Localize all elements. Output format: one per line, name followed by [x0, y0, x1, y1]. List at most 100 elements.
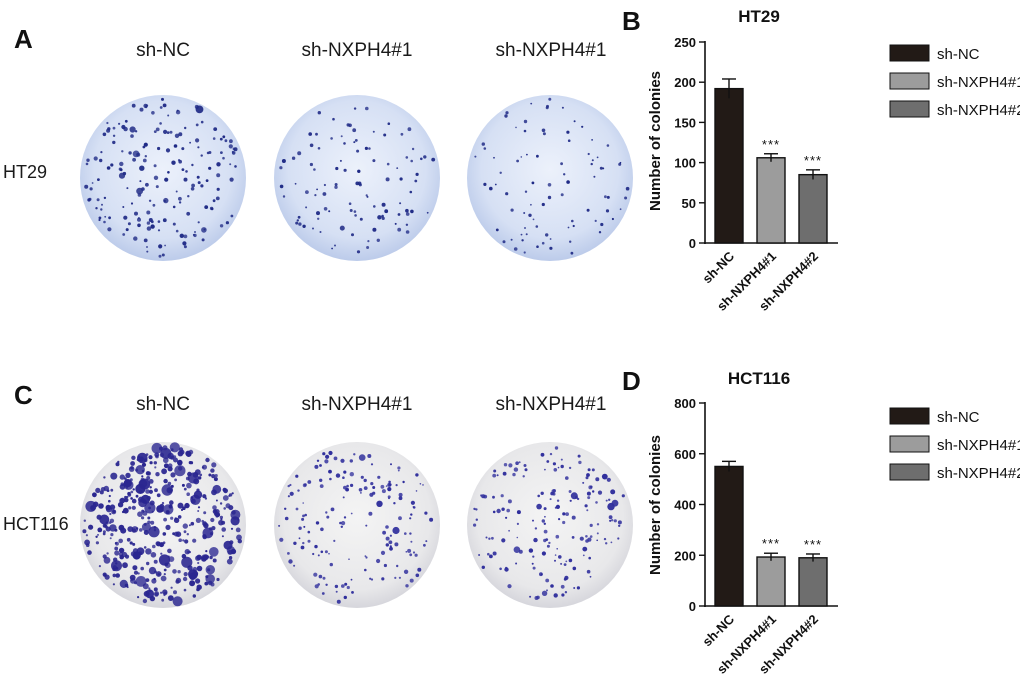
colony-dot: [586, 473, 590, 477]
colony-dot: [174, 478, 178, 482]
colony-dot: [148, 587, 151, 590]
colony-dot: [206, 555, 210, 559]
colony-dot: [100, 208, 103, 211]
colony-dot: [225, 503, 231, 509]
colony-dot: [154, 570, 157, 574]
colony-dot: [155, 454, 159, 459]
colony-dot: [516, 536, 519, 539]
colony-dot: [334, 584, 339, 589]
colony-dot: [304, 513, 308, 517]
chart-plot-area: 0200400600800sh-NC***sh-NXPH4#1***sh-NXP…: [674, 396, 838, 677]
colony-dot: [208, 166, 212, 170]
colony-dot: [172, 569, 177, 574]
significance-label: ***: [762, 137, 780, 152]
colony-dot: [346, 123, 350, 127]
colony-dot: [507, 584, 512, 589]
colony-dot: [503, 463, 508, 467]
colony-dot: [392, 526, 400, 535]
colony-dot: [591, 159, 594, 162]
colony-dot: [364, 146, 368, 150]
colony-dot: [183, 177, 188, 182]
colony-dot: [184, 502, 190, 509]
colony-dot: [97, 527, 103, 533]
colony-dot: [129, 541, 133, 545]
colony-dot: [584, 504, 588, 508]
colony-dot: [294, 182, 297, 185]
colony-dot: [124, 495, 127, 499]
colony-dot: [114, 550, 120, 556]
colony-dot: [578, 460, 582, 465]
colony-dot: [501, 538, 506, 543]
colony-dot: [348, 558, 350, 560]
colony-dot: [543, 522, 546, 525]
colony-dot: [370, 578, 374, 581]
colony-dot: [187, 551, 190, 554]
colony-dot: [182, 506, 186, 511]
colony-dot: [278, 524, 281, 527]
colony-dot: [284, 507, 287, 510]
colony-dot: [191, 163, 194, 167]
colony-dot: [431, 157, 436, 162]
colony-dot: [163, 568, 167, 572]
colony-dot: [101, 203, 103, 206]
y-tick-label: 200: [674, 75, 696, 90]
colony-dot: [523, 251, 526, 254]
colony-dot: [351, 591, 354, 594]
colony-dot: [397, 227, 402, 232]
colony-dot: [586, 491, 591, 496]
colony-dot: [512, 472, 516, 477]
colony-dot: [329, 562, 333, 567]
colony-dot: [485, 536, 488, 539]
colony-dot: [305, 206, 308, 209]
colony-dot: [150, 220, 154, 224]
colony-dot: [298, 222, 302, 226]
colony-dot: [112, 140, 116, 145]
colony-dot: [229, 540, 234, 545]
colony-dot: [212, 137, 216, 140]
legend-label: sh-NC: [937, 409, 980, 426]
colony-dot: [354, 139, 358, 142]
colony-dot: [188, 569, 198, 580]
colony-dot: [279, 537, 284, 542]
colony-dot: [320, 527, 324, 532]
colony-dot: [98, 218, 101, 222]
colony-dot: [606, 477, 611, 482]
colony-dot: [339, 521, 342, 525]
colony-dot: [429, 517, 434, 522]
colony-dot: [84, 539, 90, 546]
colony-dot: [114, 546, 119, 551]
colony-dot: [95, 535, 98, 538]
colony-dot: [515, 126, 517, 129]
colony-dot: [167, 481, 172, 486]
colony-dot: [200, 154, 203, 157]
colony-dot: [410, 513, 413, 516]
colony-dot: [513, 467, 519, 472]
colony-dot: [571, 536, 575, 539]
colony-dot: [287, 552, 290, 555]
colony-dot: [307, 480, 312, 484]
colony-dot: [211, 462, 217, 468]
colony-dot: [167, 548, 172, 554]
top-column-label-3: sh-NXPH4#1: [495, 40, 607, 61]
colony-dot: [376, 500, 383, 507]
colony-dot: [118, 547, 125, 554]
y-tick-label: 400: [674, 498, 696, 513]
colony-dot: [367, 240, 370, 243]
colony-dot: [543, 538, 547, 543]
colony-dot: [178, 447, 184, 452]
colony-dot: [102, 532, 106, 536]
colony-dot: [112, 573, 117, 578]
colony-dot: [109, 537, 112, 540]
colony-dot: [222, 135, 226, 139]
colony-dot: [591, 468, 595, 472]
colony-dot: [126, 537, 131, 542]
bar: [798, 173, 828, 244]
colony-dot: [483, 147, 487, 150]
colony-dot: [325, 511, 328, 514]
chart-title: HCT116: [728, 369, 790, 388]
colony-dot: [376, 558, 381, 564]
colony-dot: [419, 483, 422, 485]
colony-dot: [536, 154, 539, 158]
colony-dot: [205, 574, 215, 584]
legend-swatch: [889, 72, 930, 90]
